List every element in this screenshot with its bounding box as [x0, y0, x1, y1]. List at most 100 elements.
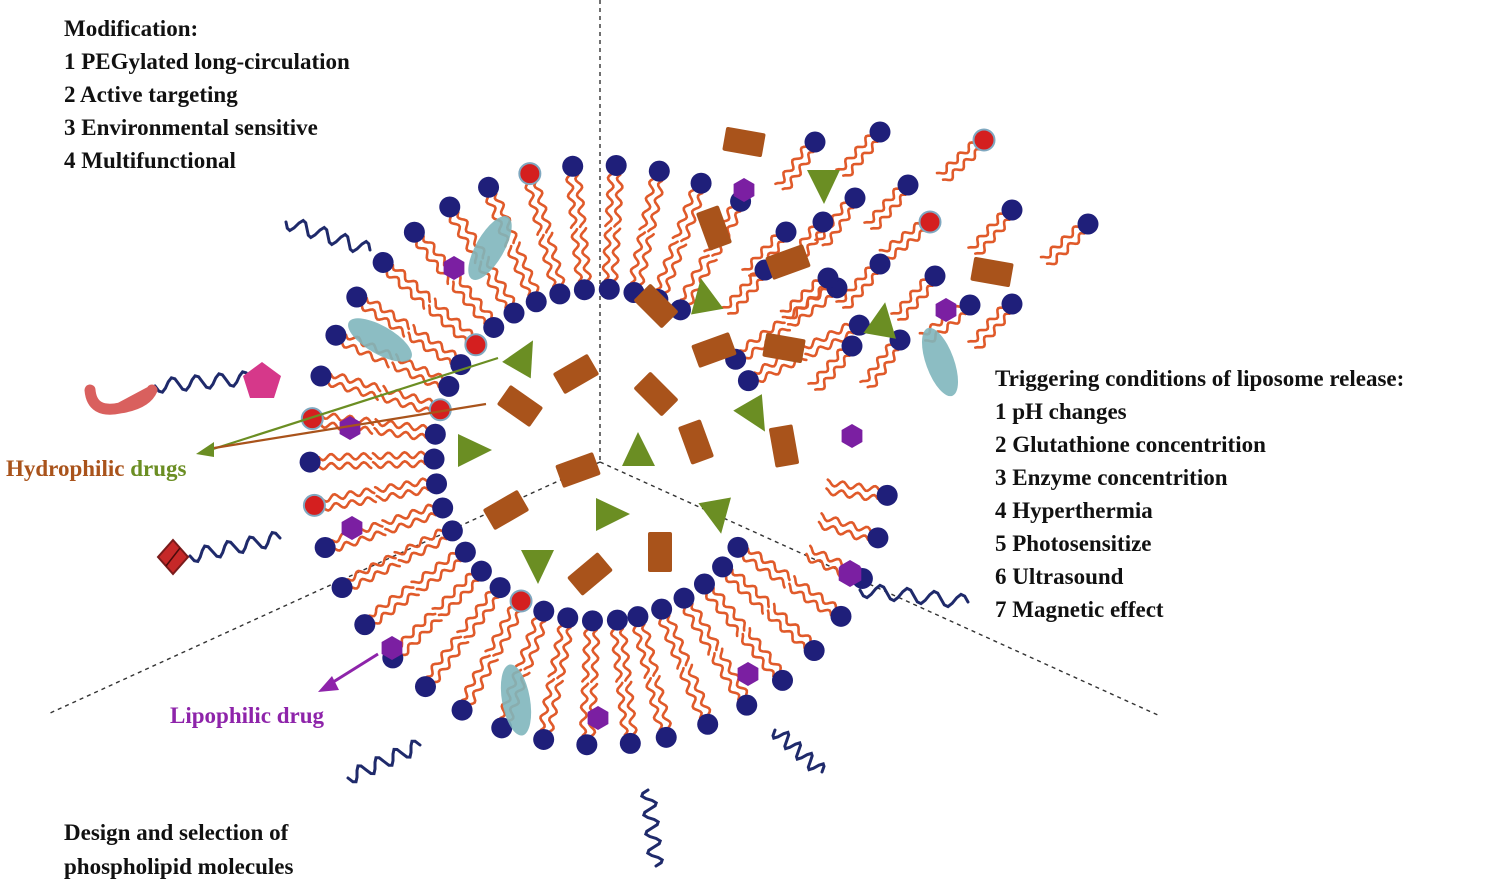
- lipid-tail: [382, 384, 435, 405]
- lipid-head: [581, 610, 603, 632]
- lipid-tail: [1045, 231, 1086, 266]
- trigger-item: 6 Ultrasound: [995, 564, 1124, 589]
- lipid-tail: [609, 628, 623, 683]
- lipid-tail: [371, 450, 427, 461]
- lipid-tail: [333, 530, 387, 552]
- hydrophilic-drug-triangle: [502, 340, 533, 379]
- lipid-head: [454, 541, 476, 563]
- lipid-head: [605, 154, 627, 176]
- lipid-tail: [740, 632, 776, 678]
- hydrophilic-drug-rect: [678, 419, 714, 465]
- lipid-tail: [638, 177, 655, 231]
- lipid-tail: [842, 272, 879, 309]
- lipid-tail: [546, 231, 566, 286]
- lipid-tail: [610, 227, 622, 282]
- lipophilic-drug: [341, 516, 363, 540]
- antibody-ligand: [84, 384, 158, 415]
- lipid-head: [491, 717, 513, 739]
- lipid-tail: [433, 641, 470, 684]
- hydrophilic-drug-rect: [483, 490, 529, 530]
- lipid-tail: [317, 460, 373, 471]
- lipid-tail: [785, 285, 826, 320]
- lipid-head: [897, 174, 919, 196]
- lipid-tail: [492, 609, 522, 657]
- lipid-tail: [381, 503, 434, 525]
- modification-item: 3 Environmental sensitive: [64, 115, 318, 140]
- lipid-tail: [719, 647, 749, 697]
- lipid-tail: [640, 623, 659, 677]
- trigger-item: 2 Glutathione concentrition: [995, 432, 1266, 457]
- lipid-tail: [350, 562, 401, 590]
- lipid-head: [478, 176, 500, 198]
- lipid-tail: [523, 619, 547, 671]
- lipid-tail: [322, 496, 378, 512]
- lipid-head: [619, 732, 641, 754]
- lipid-tail: [711, 652, 741, 701]
- lipid-head: [817, 267, 839, 289]
- membrane-protein: [348, 318, 412, 362]
- arrow-head: [196, 442, 214, 457]
- lipid-tail: [507, 244, 532, 297]
- hydrophilic-drug-rect: [634, 284, 678, 328]
- lipid-tail: [393, 528, 444, 556]
- lipid-tail: [427, 304, 468, 344]
- hydrophilic-drugs: [458, 127, 1014, 596]
- phospholipid-line: phospholipid molecules: [64, 854, 294, 879]
- lipid-head: [712, 556, 734, 578]
- lipid-tail: [463, 596, 500, 639]
- lipophilic-drug: [935, 298, 957, 322]
- trigger-item: 1 pH changes: [995, 399, 1127, 424]
- lipid-head: [598, 278, 620, 300]
- lipid-head-modified: [302, 493, 326, 517]
- hydrophilic-drug-triangle: [863, 302, 896, 339]
- lipid-tail: [329, 372, 382, 393]
- lipid-tail: [687, 663, 712, 716]
- lipid-head: [426, 473, 448, 495]
- lipid-tail: [579, 227, 592, 282]
- lipid-head: [432, 497, 454, 519]
- lipid-tail: [384, 512, 437, 534]
- modification-item: 1 PEGylated long-circulation: [64, 49, 350, 74]
- hydrophilic-drug-triangle: [622, 432, 655, 466]
- lipid-head: [439, 196, 461, 218]
- hydrophilic-drug-triangle: [698, 497, 731, 534]
- lipid-tail: [826, 478, 881, 493]
- hydrophilic-drug-rect: [970, 257, 1014, 287]
- lipid-tail: [373, 477, 429, 493]
- lipid-head: [803, 640, 825, 662]
- lipid-head: [310, 365, 332, 387]
- divider-line: [47, 461, 601, 715]
- membrane-protein: [468, 216, 512, 280]
- lipid-tail: [870, 193, 907, 230]
- lipid-tail: [604, 172, 615, 228]
- lipid-tail: [766, 609, 806, 650]
- lipid-tail: [654, 675, 672, 729]
- lipid-tail: [397, 536, 448, 564]
- lipid-tail: [638, 233, 655, 286]
- lipid-tail: [385, 270, 426, 310]
- lipophilic-drug: [443, 256, 465, 280]
- lipid-tail: [884, 229, 927, 260]
- lipid-tail: [373, 426, 428, 441]
- lipid-tail: [368, 585, 415, 618]
- lipid-tail: [1039, 225, 1080, 259]
- lipophilic-drug: [339, 416, 361, 440]
- lipid-tail: [410, 551, 457, 585]
- lipid-head: [804, 131, 826, 153]
- modification-item: 4 Multifunctional: [64, 148, 236, 173]
- lipid-head: [867, 527, 889, 549]
- lipid-tail: [658, 617, 682, 670]
- hydrophilic-drug-rect: [634, 372, 678, 416]
- lipid-tail: [415, 559, 462, 592]
- modification-list: Modification: 1 PEGylated long-circulati…: [64, 12, 350, 177]
- lipid-tail: [704, 592, 740, 638]
- lipid-head: [549, 283, 571, 305]
- lipophilic-drug-label: Lipophilic drug: [170, 703, 325, 728]
- lipid-head: [424, 423, 446, 445]
- lipid-head: [693, 573, 715, 595]
- lipid-tail: [570, 227, 584, 283]
- lipid-tail: [371, 459, 427, 470]
- lipid-tail: [666, 614, 690, 667]
- lipid-tail: [374, 418, 429, 432]
